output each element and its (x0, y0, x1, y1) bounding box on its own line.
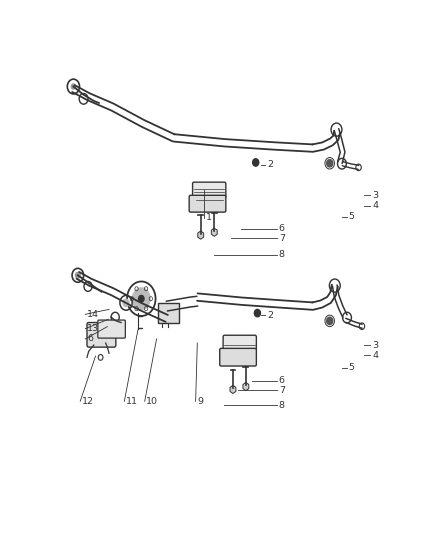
Circle shape (123, 299, 129, 306)
FancyBboxPatch shape (223, 335, 256, 351)
Text: 11: 11 (126, 397, 138, 406)
Text: 4: 4 (372, 201, 378, 210)
FancyBboxPatch shape (87, 322, 116, 347)
Text: 5: 5 (348, 212, 354, 221)
Text: 2: 2 (267, 311, 273, 320)
FancyBboxPatch shape (189, 195, 226, 212)
Text: 3: 3 (372, 341, 378, 350)
Circle shape (254, 309, 261, 317)
Text: 7: 7 (279, 234, 285, 243)
Circle shape (132, 287, 151, 310)
Text: 1: 1 (206, 213, 212, 222)
Text: 5: 5 (348, 363, 354, 372)
Text: 10: 10 (146, 397, 159, 406)
FancyBboxPatch shape (193, 182, 226, 198)
Text: 8: 8 (279, 401, 285, 410)
Text: 2: 2 (267, 160, 273, 169)
FancyBboxPatch shape (98, 320, 125, 338)
Text: 4: 4 (372, 351, 378, 360)
Text: 12: 12 (82, 397, 94, 406)
Text: 6: 6 (279, 224, 285, 233)
Text: 13: 13 (87, 324, 99, 333)
Text: 8: 8 (279, 251, 285, 259)
Bar (158, 303, 179, 324)
Text: 6: 6 (87, 334, 93, 343)
Circle shape (327, 317, 333, 325)
Circle shape (71, 83, 76, 90)
Circle shape (138, 295, 144, 302)
Circle shape (75, 272, 80, 278)
Circle shape (253, 159, 259, 166)
FancyBboxPatch shape (220, 349, 256, 366)
Text: 7: 7 (279, 386, 285, 395)
Text: 9: 9 (197, 397, 203, 406)
Text: 6: 6 (279, 376, 285, 385)
Circle shape (327, 159, 333, 167)
Text: 3: 3 (372, 191, 378, 200)
Text: 14: 14 (87, 310, 99, 319)
